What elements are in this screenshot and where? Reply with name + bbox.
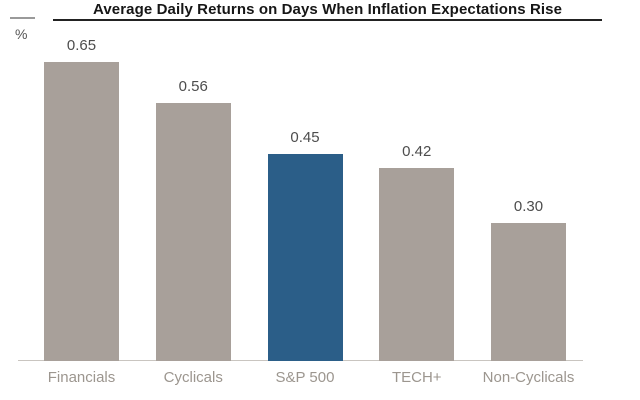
x-axis-label-non-cyclicals: Non-Cyclicals: [482, 369, 575, 386]
bar-cyclicals: [155, 103, 231, 361]
chart-title: Average Daily Returns on Days When Infla…: [53, 1, 602, 21]
bar-s-p-500: [267, 154, 343, 361]
y-axis-unit-label: %: [15, 26, 28, 42]
bar-value-label-tech: 0.42: [402, 143, 432, 160]
x-axis-label-cyclicals: Cyclicals: [163, 369, 223, 386]
bar-value-label-cyclicals: 0.56: [178, 78, 208, 95]
bar-value-label-s-p-500: 0.45: [290, 129, 320, 146]
x-axis-label-tech: TECH+: [391, 369, 442, 386]
bar-value-label-financials: 0.65: [66, 37, 97, 54]
bar-value-label-non-cyclicals: 0.30: [513, 198, 544, 215]
bar-financials: [44, 62, 119, 361]
x-axis-label-financials: Financials: [47, 369, 116, 386]
bar-non-cyclicals: [491, 223, 566, 361]
x-axis-label-s-p-500: S&P 500: [275, 369, 335, 386]
bar-tech: [379, 168, 455, 361]
y-axis-cap-line: [10, 17, 35, 19]
